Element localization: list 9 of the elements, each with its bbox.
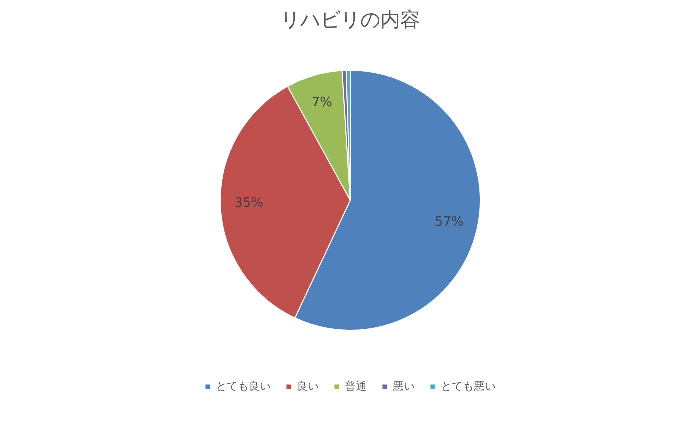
data-label: 57% (435, 215, 464, 230)
legend-label: 悪い (393, 379, 415, 394)
legend-label: とても悪い (441, 379, 496, 394)
data-label: 35% (234, 196, 264, 212)
data-label: 7% (312, 96, 333, 111)
legend-label: とても良い (216, 379, 271, 394)
legend-label: 普通 (345, 379, 367, 394)
legend-label: 良い (297, 379, 319, 394)
chart-title: リハビリの内容 (280, 8, 420, 32)
